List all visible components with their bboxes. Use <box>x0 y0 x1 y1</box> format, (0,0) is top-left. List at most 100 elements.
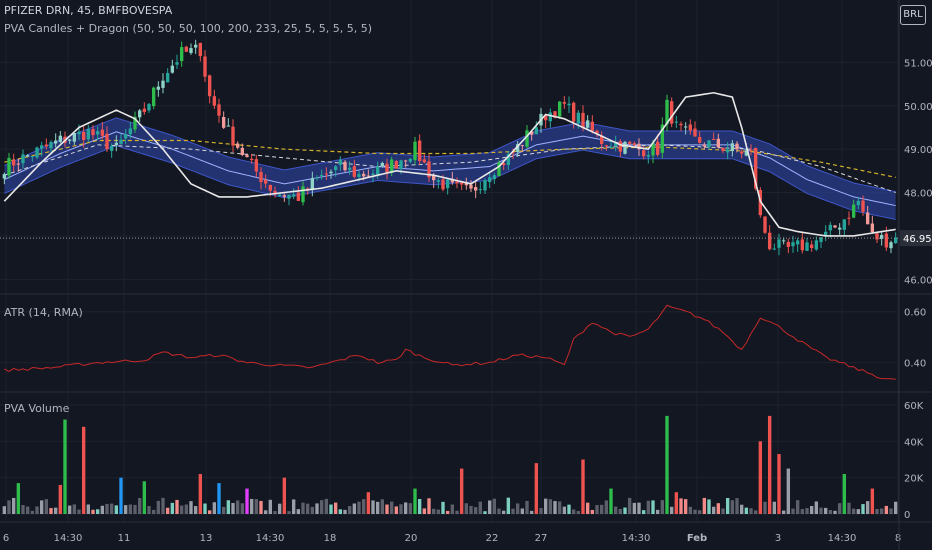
candle-body <box>170 65 175 73</box>
indicator-legend[interactable]: PVA Candles + Dragon (50, 50, 50, 100, 2… <box>4 22 373 35</box>
volume-bar <box>819 507 823 514</box>
volume-bar <box>268 499 273 514</box>
candle-body <box>193 44 198 48</box>
candle-body <box>277 194 282 197</box>
x-tick-label: Feb <box>687 533 707 544</box>
candle-body <box>58 135 63 142</box>
volume-bar <box>651 500 655 514</box>
candle-body <box>287 194 291 199</box>
candle-body <box>893 237 898 244</box>
candle-body <box>464 183 469 186</box>
volume-bar <box>753 510 758 514</box>
candle-body <box>319 174 324 176</box>
candle-body <box>212 96 217 106</box>
candle-body <box>651 142 655 156</box>
candle-body <box>604 145 609 147</box>
volume-bar <box>893 501 898 514</box>
volume-bar <box>333 502 338 514</box>
volume-bar <box>30 510 35 514</box>
volume-bar <box>310 506 315 514</box>
candle-body <box>450 179 455 183</box>
volume-bar <box>235 500 240 514</box>
volume-bar <box>441 501 445 514</box>
volume-bar <box>716 503 721 514</box>
volume-bar <box>128 504 133 514</box>
candle-body <box>842 219 847 230</box>
volume-pane-title[interactable]: PVA Volume <box>4 402 70 415</box>
currency-badge[interactable]: BRL <box>900 5 926 25</box>
volume-bar <box>851 508 856 514</box>
candle-body <box>95 131 100 135</box>
candle-body <box>497 162 501 176</box>
volume-bar <box>557 501 562 514</box>
volume-bar <box>49 508 53 514</box>
volume-bar <box>655 509 660 514</box>
volume-bar <box>679 498 683 514</box>
volume-bar <box>123 505 128 514</box>
grid-lines <box>0 0 899 522</box>
candle-body <box>730 143 735 152</box>
volume-bar <box>142 481 147 514</box>
volume-bar <box>151 509 156 514</box>
volume-bar <box>175 499 179 514</box>
volume-bar <box>109 503 114 514</box>
candle-body <box>646 155 651 157</box>
candle-body <box>487 177 492 183</box>
volume-bar <box>576 511 581 514</box>
candle-body <box>879 235 884 239</box>
candle-body <box>413 141 417 161</box>
volume-bar <box>562 506 567 514</box>
candle-body <box>357 173 361 177</box>
volume-bar <box>287 511 291 514</box>
volume-bar <box>604 500 609 514</box>
volume-bar <box>534 463 539 514</box>
candle-body <box>310 178 315 190</box>
volume-bar <box>548 499 553 514</box>
volume-bar <box>245 488 249 514</box>
candle-body <box>254 159 259 172</box>
volume-bar <box>259 500 263 514</box>
symbol-title[interactable]: PFIZER DRN, 45, BMFBOVESPA <box>4 4 173 17</box>
volume-bar <box>833 510 837 514</box>
volume-tick-label: 60K <box>904 401 924 412</box>
candle-body <box>800 239 805 251</box>
volume-bar <box>875 508 879 514</box>
candle-body <box>30 156 35 158</box>
candle-body <box>459 182 464 185</box>
volume-bar <box>749 508 753 514</box>
atr-tick-label: 0.40 <box>904 359 926 370</box>
candle-body <box>861 200 865 212</box>
candle-body <box>147 103 151 111</box>
candle-body <box>791 242 795 247</box>
candle-body <box>590 121 595 131</box>
candlestick-series[interactable] <box>2 39 898 256</box>
volume-bar <box>263 510 268 514</box>
candle-body <box>543 115 548 121</box>
volume-bar <box>674 492 679 514</box>
volume-bar <box>791 508 795 514</box>
candle-body <box>455 181 459 184</box>
volume-bar <box>67 505 72 514</box>
volume-bar <box>53 507 58 514</box>
atr-tick-label: 0.60 <box>904 308 926 319</box>
volume-bar <box>837 503 842 514</box>
candle-body <box>403 160 408 162</box>
candle-body <box>389 159 394 173</box>
volume-bar <box>212 502 217 514</box>
volume-bar <box>417 498 422 514</box>
candle-body <box>67 139 72 141</box>
candle-body <box>217 104 221 116</box>
candle-body <box>273 190 277 195</box>
atr-pane-title[interactable]: ATR (14, RMA) <box>4 306 83 319</box>
volume-bar <box>203 503 207 514</box>
volume-bar <box>165 507 170 514</box>
candle-body <box>296 192 301 201</box>
candle-body <box>245 155 249 158</box>
volume-bar <box>525 500 529 514</box>
volume-bar <box>688 506 693 514</box>
candle-body <box>501 163 506 166</box>
candle-body <box>21 154 25 164</box>
volume-bar <box>35 506 39 514</box>
